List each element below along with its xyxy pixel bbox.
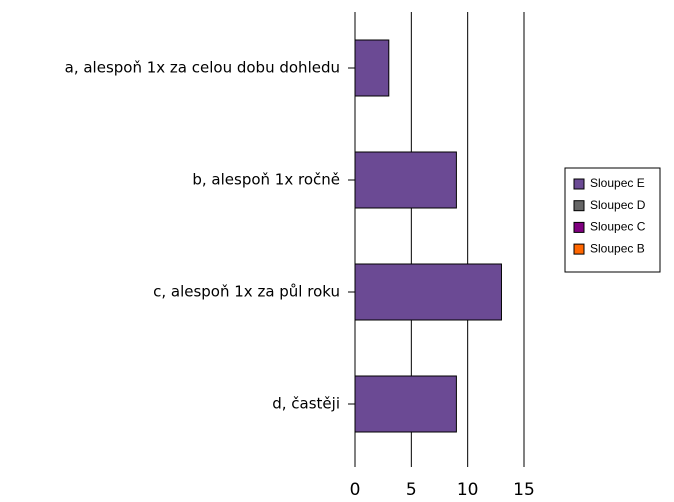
x-tick-label: 0 xyxy=(350,480,361,500)
legend-label: Sloupec C xyxy=(590,220,646,234)
x-tick-label: 15 xyxy=(513,480,535,500)
y-tick-label: b, alespoň 1x ročně xyxy=(192,171,340,189)
legend-swatch xyxy=(573,221,585,233)
bar xyxy=(354,375,457,433)
y-tick-label: d, častěji xyxy=(272,395,340,413)
legend-swatch xyxy=(573,200,585,212)
y-tick-label: c, alespoň 1x za půl roku xyxy=(153,283,340,301)
x-tick-label: 5 xyxy=(406,480,417,500)
legend-label: Sloupec E xyxy=(590,176,645,190)
y-tick-label: a, alespoň 1x za celou dobu dohledu xyxy=(65,59,340,77)
x-tick-label: 10 xyxy=(457,480,479,500)
legend-label: Sloupec B xyxy=(590,241,645,255)
legend-label: Sloupec D xyxy=(590,198,646,212)
bar xyxy=(354,151,457,209)
bar xyxy=(354,39,390,97)
legend-swatch xyxy=(573,178,585,190)
legend-swatch xyxy=(573,243,585,255)
bar xyxy=(354,263,502,321)
